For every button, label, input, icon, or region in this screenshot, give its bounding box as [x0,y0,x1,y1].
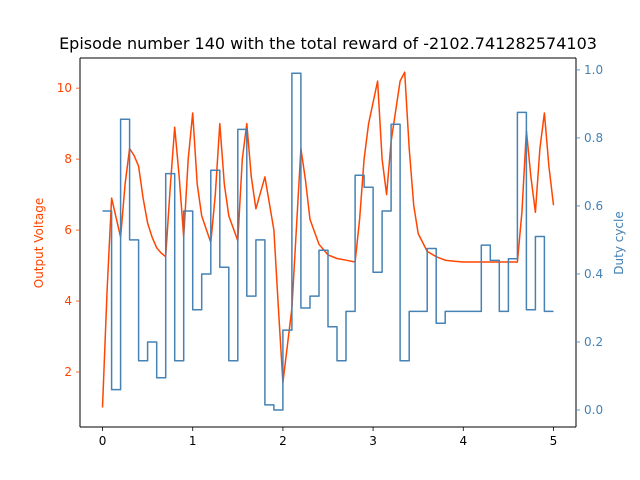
x-tick-label: 5 [550,434,558,448]
chart-title: Episode number 140 with the total reward… [59,34,597,53]
y-left-tick-label: 2 [64,365,72,379]
y-right-tick-label: 0.6 [584,199,603,213]
y-left-tick-label: 6 [64,223,72,237]
y-right-tick-label: 0.0 [584,403,603,417]
y-left-ticks: 2 4 6 8 10 [57,81,80,379]
x-tick-label: 1 [189,434,197,448]
y-right-tick-label: 0.2 [584,335,603,349]
x-tick-label: 3 [369,434,377,448]
y-axis-right-label: Duty cycle [612,211,626,274]
y-right-tick-label: 0.8 [584,131,603,145]
y-axis-left-label: Output Voltage [32,198,46,289]
x-tick-label: 2 [279,434,287,448]
y-left-tick-label: 4 [64,294,72,308]
x-ticks: 0 1 2 3 4 5 [99,427,558,448]
x-tick-label: 0 [99,434,107,448]
x-tick-label: 4 [459,434,467,448]
y-right-tick-label: 0.4 [584,267,603,281]
y-right-ticks: 0.0 0.2 0.4 0.6 0.8 1.0 [576,63,603,417]
series-line-duty-cycle [102,72,554,411]
axes-frame [79,57,577,428]
y-left-tick-label: 10 [57,81,72,95]
y-left-tick-label: 8 [64,152,72,166]
series-layer [101,71,555,411]
series-line-output-voltage [101,71,555,408]
y-right-tick-label: 1.0 [584,63,603,77]
